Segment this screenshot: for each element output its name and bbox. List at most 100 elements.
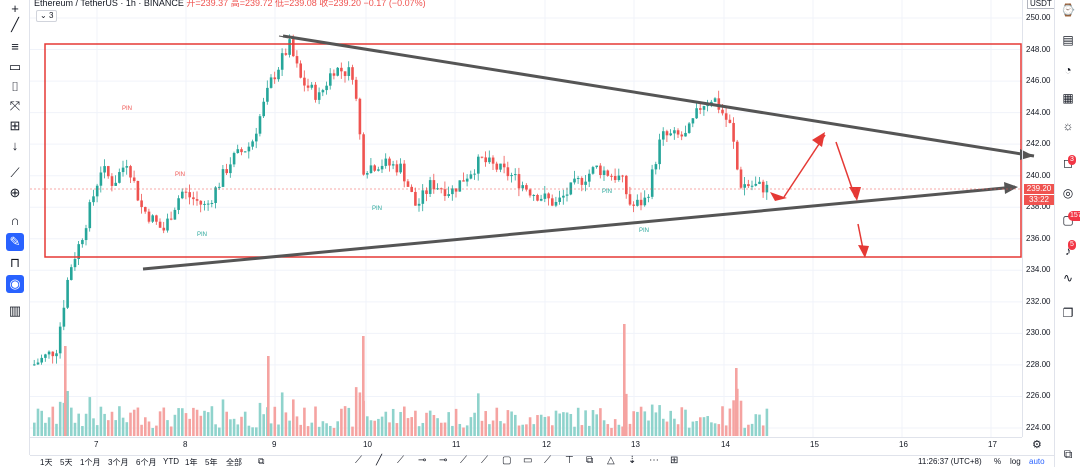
volume-bar — [51, 406, 55, 436]
bottom-drawing-tool-icon[interactable]: ⊞ — [670, 455, 679, 466]
notifications-icon[interactable]: ♪ — [1065, 244, 1071, 258]
arrow-down-icon[interactable]: ↓ — [11, 138, 19, 153]
eye-icon[interactable]: ◉ — [6, 275, 24, 293]
candle-body — [421, 190, 425, 204]
goto-date-icon[interactable]: ⧉ — [258, 456, 265, 466]
volume-bar — [36, 408, 40, 436]
volume-bar — [480, 420, 484, 436]
bottom-drawing-tool-icon[interactable]: ⊸ — [439, 455, 448, 466]
calendar-icon[interactable]: ▦ — [1062, 91, 1074, 105]
pattern-icon[interactable]: ⤧ — [9, 98, 21, 113]
volume-bar — [136, 407, 140, 436]
volume-bar — [669, 410, 672, 436]
bottom-drawing-tool-icon[interactable]: ⇣ — [628, 455, 637, 466]
candle-body — [329, 73, 332, 86]
bottom-drawing-tool-icon[interactable]: ⊤ — [565, 455, 574, 466]
rectangle-icon[interactable]: ▭ — [8, 59, 22, 74]
range-button[interactable]: 全部 — [226, 458, 242, 467]
time-tick-label: 16 — [899, 440, 908, 449]
candle-body — [480, 156, 484, 158]
range-button[interactable]: 1天 — [40, 458, 53, 467]
prediction-icon[interactable]: ⊞ — [9, 118, 21, 133]
bottom-drawing-tool-icon[interactable]: ⧉ — [586, 455, 594, 466]
alerts-clock-icon[interactable]: ◔ — [1064, 63, 1072, 77]
range-button[interactable]: 1个月 — [80, 458, 101, 467]
volume-bar — [225, 411, 228, 436]
volume-bar — [206, 412, 210, 436]
volume-bar — [354, 387, 358, 436]
unlock-icon[interactable]: ⊓ — [9, 255, 21, 270]
candle-body — [358, 98, 362, 135]
range-button[interactable]: 5天 — [60, 458, 73, 467]
range-button[interactable]: 5年 — [205, 458, 218, 467]
price-tick-label: 250.00 — [1026, 13, 1051, 22]
candle-body — [369, 165, 373, 174]
streams-icon[interactable]: ◎ — [1062, 186, 1074, 200]
time-axis[interactable] — [30, 437, 1022, 455]
candle-body — [687, 123, 691, 133]
indicators-toggle[interactable]: ⌄ 3 — [36, 10, 58, 22]
bottom-drawing-tool-icon[interactable]: △ — [607, 455, 615, 466]
percent-toggle[interactable]: % — [994, 457, 1002, 466]
bottom-drawing-tool-icon[interactable]: ▢ — [502, 455, 512, 466]
volume-bar — [617, 424, 621, 436]
trash-icon[interactable]: ▥ — [8, 303, 22, 318]
candle-body — [517, 174, 521, 189]
range-button[interactable]: 6个月 — [136, 458, 157, 467]
candle-body — [451, 188, 454, 195]
volume-bar — [44, 422, 47, 436]
auto-toggle[interactable]: auto — [1029, 457, 1045, 466]
bottom-drawing-tool-icon[interactable]: ⟋ — [397, 455, 404, 466]
candle-body — [240, 149, 243, 153]
text-icon[interactable]: ⌷ — [11, 79, 19, 94]
volume-bar — [451, 425, 454, 436]
support-trendline[interactable] — [142, 185, 1016, 271]
candle-body — [602, 170, 606, 176]
candle-body — [502, 163, 506, 168]
bottom-drawing-tool-icon[interactable]: ⟋ — [355, 455, 362, 466]
price-tick-label: 246.00 — [1026, 76, 1051, 86]
bottom-drawing-tool-icon[interactable]: ⟋ — [544, 455, 551, 466]
trendline-icon[interactable]: ╱ — [11, 17, 19, 32]
range-button[interactable]: 1年 — [185, 458, 198, 467]
ruler-icon[interactable]: ⟋ — [10, 165, 20, 180]
upper-trendline-extension — [278, 35, 286, 38]
bottom-drawing-tool-icon[interactable]: ⟋ — [460, 455, 467, 466]
details-icon[interactable]: ▤ — [1062, 33, 1074, 47]
ideas-icon[interactable]: ▢ — [1062, 213, 1074, 227]
bottom-drawing-tool-icon[interactable]: ⟋ — [481, 455, 488, 466]
volume-bar — [576, 407, 580, 436]
bottom-drawing-tool-icon[interactable]: ▭ — [523, 455, 533, 466]
chart-legend[interactable]: Ethereum / TetherUS · 1h · BINANCE 开=239… — [34, 0, 426, 9]
volume-bar — [699, 417, 702, 436]
zoom-in-icon[interactable]: ⊕ — [9, 185, 21, 200]
volume-bar — [267, 356, 270, 436]
lock-drawing-icon[interactable]: ✎ — [6, 233, 24, 251]
magnet-icon[interactable]: ∩ — [10, 213, 20, 228]
log-toggle[interactable]: log — [1010, 457, 1021, 466]
layers-icon[interactable]: ❐ — [1062, 306, 1074, 320]
candle-body — [247, 146, 251, 152]
bottom-drawing-tool-icon[interactable]: ⋯ — [649, 455, 659, 466]
volume-bar — [366, 416, 369, 436]
bulb-icon[interactable]: ☼ — [1062, 119, 1074, 133]
range-button[interactable]: YTD — [163, 457, 179, 466]
clock[interactable]: 11:26:37 (UTC+8) — [918, 457, 982, 466]
price-axis[interactable] — [1022, 0, 1054, 437]
volume-bar — [40, 410, 43, 436]
symbol-title[interactable]: Ethereum / TetherUS · 1h · BINANCE — [34, 0, 184, 8]
candle-body — [266, 87, 269, 102]
currency-label[interactable]: USDT — [1027, 0, 1055, 9]
bottom-drawing-tool-icon[interactable]: ⊸ — [418, 455, 427, 466]
resistance-trendline[interactable] — [282, 34, 1035, 158]
range-button[interactable]: 3个月 — [108, 458, 129, 467]
fib-icon[interactable]: ≡ — [11, 39, 19, 54]
pulse-icon[interactable]: ∿ — [1062, 271, 1074, 285]
stack-icon[interactable]: ⧉ — [1063, 447, 1073, 461]
candle-body — [62, 307, 66, 327]
bottom-drawing-tool-icon[interactable]: ╱ — [376, 455, 383, 466]
crosshair-icon[interactable]: + — [11, 1, 19, 16]
watchlist-icon[interactable]: ⌚ — [1060, 3, 1076, 17]
settings-gear-icon[interactable]: ⚙ — [1032, 439, 1042, 451]
